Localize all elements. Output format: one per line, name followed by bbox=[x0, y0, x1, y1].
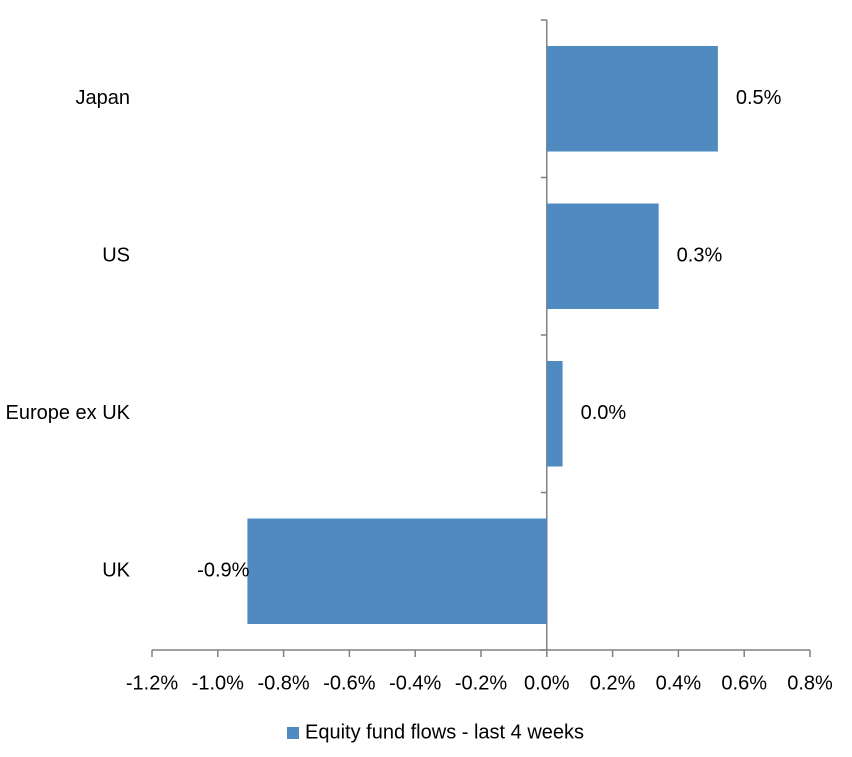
y-tick-label: UK bbox=[102, 560, 130, 582]
x-tick-label: -0.8% bbox=[257, 672, 309, 694]
y-tick-label: US bbox=[102, 245, 130, 267]
x-tick-label: 0.2% bbox=[590, 672, 636, 694]
x-tick-label: -0.6% bbox=[323, 672, 375, 694]
data-label: 0.0% bbox=[581, 402, 627, 424]
legend-swatch bbox=[287, 727, 299, 739]
x-tick-label: 0.0% bbox=[524, 672, 570, 694]
data-label: 0.5% bbox=[736, 87, 782, 109]
data-label: -0.9% bbox=[197, 560, 249, 582]
bar bbox=[546, 45, 718, 152]
y-tick-label: Japan bbox=[76, 87, 131, 109]
x-tick-label: -1.2% bbox=[126, 672, 178, 694]
x-tick-label: -0.4% bbox=[389, 672, 441, 694]
y-tick-label: Europe ex UK bbox=[5, 402, 130, 424]
bar bbox=[546, 360, 563, 467]
bar bbox=[247, 518, 547, 625]
x-tick-label: 0.6% bbox=[721, 672, 767, 694]
x-tick-label: -0.2% bbox=[455, 672, 507, 694]
bar bbox=[546, 203, 659, 310]
data-label: 0.3% bbox=[677, 245, 723, 267]
x-tick-label: -1.0% bbox=[192, 672, 244, 694]
x-tick-label: 0.8% bbox=[787, 672, 833, 694]
x-tick-label: 0.4% bbox=[656, 672, 702, 694]
legend-label: Equity fund flows - last 4 weeks bbox=[305, 721, 584, 743]
